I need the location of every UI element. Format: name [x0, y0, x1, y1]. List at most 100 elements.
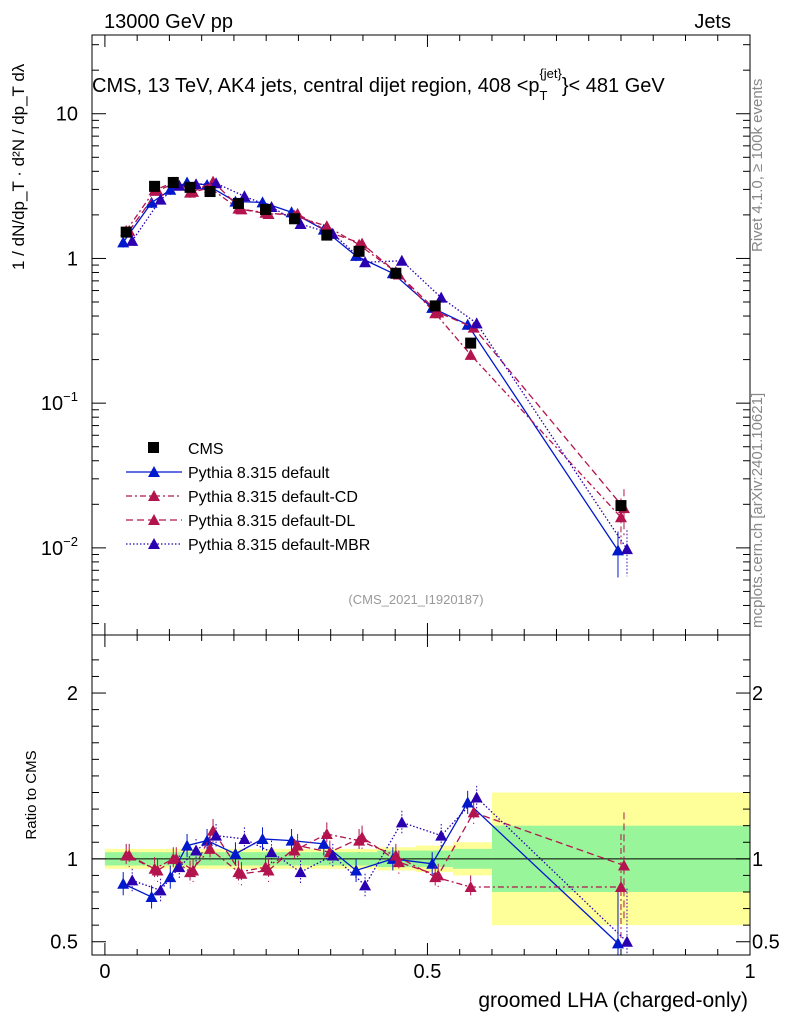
- ratio-y-tick-label-right: 2: [752, 683, 763, 705]
- ratio-y-tick-label: 0.5: [50, 932, 78, 954]
- ratio-frame: [91, 634, 751, 956]
- series-marker: [432, 306, 445, 318]
- series-marker: [117, 877, 130, 889]
- series-marker: [265, 846, 278, 858]
- series-marker: [435, 291, 448, 303]
- series-marker: [611, 937, 624, 949]
- cms-data-point: [390, 267, 402, 279]
- x-tick-label: 0.5: [414, 961, 442, 983]
- cms-data-point: [120, 226, 132, 238]
- x-tick-label: 1: [744, 961, 755, 983]
- legend-marker: [148, 538, 160, 549]
- series-marker: [164, 183, 177, 195]
- series-marker: [614, 881, 627, 893]
- cms-data-point: [429, 300, 441, 312]
- series-marker: [614, 511, 627, 523]
- series-marker: [464, 348, 477, 360]
- x-tick-label: 0: [99, 961, 110, 983]
- series-marker: [470, 791, 483, 803]
- legend: CMS Pythia 8.315 default Pythia 8.315 defa…: [126, 441, 370, 554]
- series-marker: [359, 879, 372, 891]
- series-marker: [145, 196, 158, 208]
- series-marker: [617, 859, 630, 871]
- series-marker: [187, 864, 200, 876]
- side-label-bottom: mcplots.cern.ch [arXiv:2401.10621]: [749, 393, 766, 628]
- cms-data-point: [204, 186, 216, 198]
- legend-label: CMS: [188, 441, 224, 458]
- series-marker: [464, 881, 477, 893]
- series-marker: [392, 856, 405, 868]
- legend-label: Pythia 8.315 default-MBR: [188, 537, 370, 554]
- x-axis-label: groomed LHA (charged-only): [478, 989, 748, 1012]
- legend-label: Pythia 8.315 default-CD: [188, 489, 358, 506]
- analysis-tag: (CMS_2021_I1920187): [348, 592, 483, 607]
- series-marker: [356, 831, 369, 843]
- header-right: Jets: [694, 11, 731, 33]
- series-line-top-2: [128, 180, 625, 509]
- series-marker: [395, 254, 408, 266]
- cms-data-point: [167, 176, 179, 188]
- series-marker: [620, 935, 633, 947]
- series-marker: [350, 864, 363, 876]
- series-marker: [151, 864, 164, 876]
- series-marker: [126, 234, 139, 246]
- series-marker: [294, 866, 307, 878]
- series-marker: [432, 869, 445, 881]
- series-marker: [170, 852, 183, 864]
- cms-data-point: [149, 180, 161, 192]
- series-marker: [154, 884, 167, 896]
- series-marker: [326, 849, 339, 861]
- y-tick-label: 10−2: [41, 534, 78, 560]
- ratio-y-tick-label: 1: [67, 849, 78, 871]
- ratio-y-tick-label-right: 1: [752, 849, 763, 871]
- series-marker: [395, 816, 408, 828]
- series-marker: [235, 867, 248, 879]
- y-tick-label: 10: [56, 104, 78, 126]
- series-marker: [126, 874, 139, 886]
- series-marker: [256, 832, 269, 844]
- cms-data-point: [465, 337, 477, 349]
- legend-marker: [148, 514, 160, 525]
- cms-data-point: [184, 181, 196, 193]
- series-marker: [181, 839, 194, 851]
- chart-title: CMS, 13 TeV, AK4 jets, central dijet reg…: [92, 66, 665, 103]
- series-line-ratio-0: [122, 801, 619, 944]
- series-marker: [317, 837, 330, 849]
- y-tick-label: 10−1: [41, 389, 78, 415]
- ratio-y-tick-label: 2: [67, 683, 78, 705]
- series-line-ratio-3: [131, 796, 628, 943]
- series-marker: [320, 827, 333, 839]
- ratio-y-axis-label: Ratio to CMS: [23, 750, 40, 839]
- series-marker: [294, 218, 307, 230]
- chart-title-sup: {jet}: [539, 66, 562, 81]
- series-marker: [145, 890, 158, 902]
- series-marker: [204, 842, 217, 854]
- chart-title-main: CMS, 13 TeV, AK4 jets, central dijet reg…: [92, 75, 540, 97]
- series-marker: [359, 256, 372, 268]
- axis-ticks: 0 0.5 1 10 1 10−1 10−2 2 2 1 1 0.5 0.5: [41, 35, 780, 983]
- series-marker: [117, 236, 130, 248]
- cms-data-point: [353, 245, 365, 257]
- series-marker: [467, 806, 480, 818]
- header-left: 13000 GeV pp: [104, 11, 233, 33]
- series-marker: [164, 871, 177, 883]
- legend-marker: [148, 490, 160, 501]
- series-marker: [461, 318, 474, 330]
- cms-data-point: [232, 197, 244, 209]
- series-marker: [229, 847, 242, 859]
- series-marker: [620, 543, 633, 555]
- data-series: [117, 175, 633, 955]
- chart-title-end: }< 481 GeV: [562, 75, 666, 97]
- y-tick-label: 1: [67, 248, 78, 270]
- ratio-y-tick-label-right: 0.5: [752, 932, 780, 954]
- series-line-top-0: [122, 181, 619, 551]
- side-label-top: Rivet 4.1.0, ≥ 100k events: [749, 79, 766, 252]
- series-marker: [190, 844, 203, 856]
- series-marker: [470, 317, 483, 329]
- legend-cms-marker: [148, 442, 159, 453]
- plot-frames: [91, 34, 751, 956]
- series-marker: [435, 829, 448, 841]
- cms-data-point: [321, 229, 333, 241]
- series-marker: [238, 832, 251, 844]
- series-marker: [173, 861, 186, 873]
